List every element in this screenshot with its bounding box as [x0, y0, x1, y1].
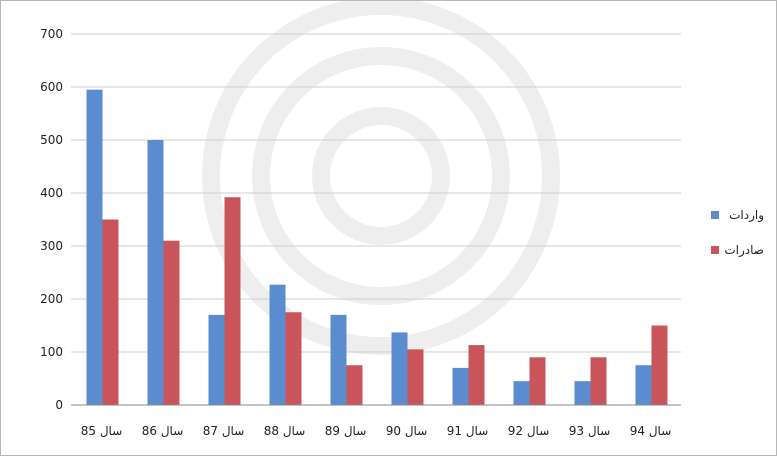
x-tick-label: سال 89 — [325, 424, 367, 438]
legend-swatch — [711, 211, 719, 219]
x-tick-label: سال 86 — [142, 424, 184, 438]
y-tick-label: 700 — [40, 27, 63, 41]
x-axis: سال 85 سال 86 سال 87 سال 88 سال 89 سال 90 سال … — [71, 404, 681, 438]
watermark-emblem — [202, 0, 560, 355]
bar-exports — [285, 312, 302, 405]
bars — [86, 89, 668, 406]
bar-imports — [208, 314, 225, 405]
bar-imports — [391, 332, 408, 405]
x-tick-label: سال 88 — [264, 424, 306, 438]
bar-imports — [452, 367, 469, 405]
x-tick-label: سال 90 — [386, 424, 428, 438]
x-tick-label: سال 87 — [203, 424, 245, 438]
x-tick-label: سال 94 — [630, 424, 672, 438]
x-tick-label: سال 91 — [447, 424, 489, 438]
legend-swatch — [711, 246, 719, 254]
y-tick-label: 200 — [40, 292, 63, 306]
bar-exports — [346, 365, 363, 405]
bar-exports — [529, 357, 546, 405]
y-tick-label: 0 — [55, 398, 63, 412]
bar-exports — [224, 197, 241, 405]
y-tick-label: 100 — [40, 345, 63, 359]
legend-label: واردات — [729, 208, 764, 223]
y-tick-label: 300 — [40, 239, 63, 253]
bar-imports — [574, 381, 591, 405]
bar-exports — [102, 219, 119, 405]
bar-exports — [468, 345, 485, 405]
bar-exports — [590, 357, 607, 405]
y-tick-label: 400 — [40, 186, 63, 200]
bar-imports — [86, 89, 103, 406]
bar-exports — [407, 349, 424, 405]
legend-label: صادرات — [724, 243, 764, 258]
x-tick-label: سال 92 — [508, 424, 550, 438]
bar-imports — [635, 365, 652, 405]
bar-imports — [330, 314, 347, 405]
y-tick-label: 600 — [40, 80, 63, 94]
x-tick-label: سال 85 — [81, 424, 123, 438]
bar-exports — [163, 240, 180, 405]
bar-imports — [513, 381, 530, 405]
bar-imports — [269, 284, 286, 405]
y-tick-label: 500 — [40, 133, 63, 147]
y-axis: 0 100 200 300 400 500 600 700 — [40, 27, 63, 412]
bar-exports — [651, 325, 668, 405]
x-tick-label: سال 93 — [569, 424, 611, 438]
bar-imports — [147, 140, 164, 405]
legend: واردات صادرات — [711, 208, 764, 258]
